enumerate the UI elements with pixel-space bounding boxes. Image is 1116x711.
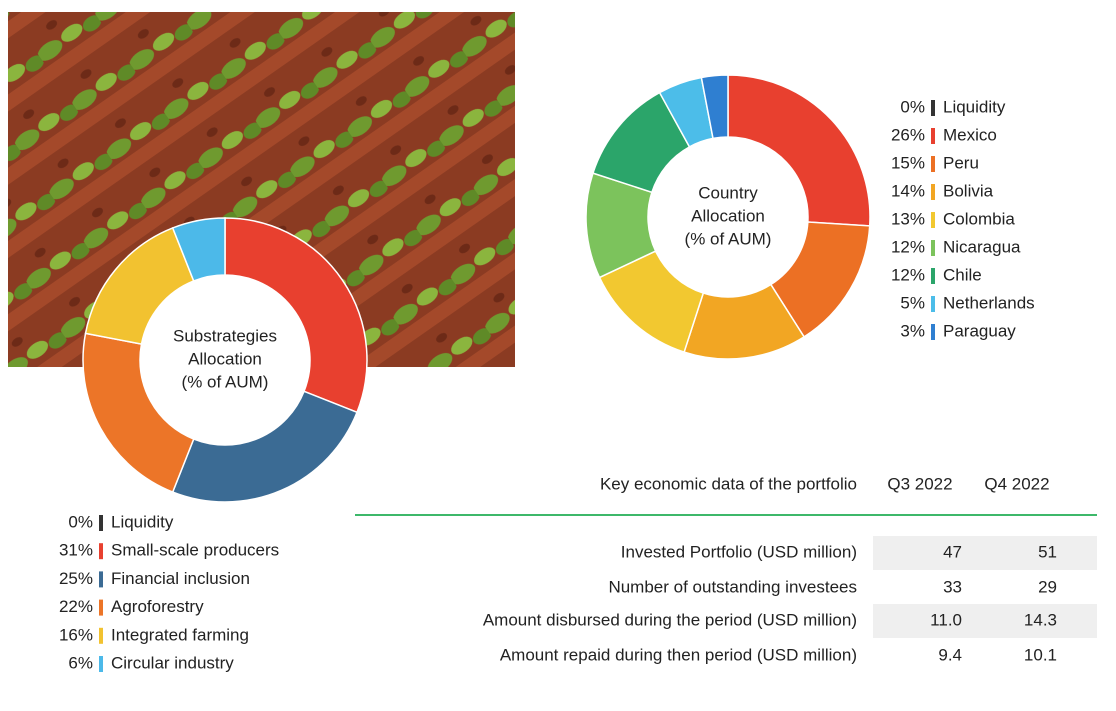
legend-swatch	[931, 128, 935, 144]
legend-swatch	[99, 543, 103, 560]
legend-label: Integrated farming	[111, 625, 249, 644]
legend-label: Mexico	[943, 125, 997, 144]
legend-swatch	[931, 324, 935, 340]
cell-value: 9.4	[938, 645, 962, 664]
legend-swatch	[931, 296, 935, 312]
cell-value: 11.0	[930, 610, 962, 629]
legend-label: Circular industry	[111, 653, 234, 672]
legend-swatch	[99, 627, 103, 644]
legend-label: Liquidity	[943, 97, 1006, 116]
row-shade	[873, 536, 1097, 570]
cell-value: 29	[1038, 577, 1057, 596]
legend-value: 0%	[900, 97, 925, 116]
legend-label: Paraguay	[943, 321, 1016, 340]
legend-value: 12%	[891, 265, 925, 284]
row-label: Invested Portfolio (USD million)	[621, 542, 857, 561]
legend-value: 16%	[59, 625, 93, 644]
chart-title: Allocation	[691, 206, 765, 225]
legend-swatch	[99, 656, 103, 672]
legend-value: 13%	[891, 209, 925, 228]
chart-title: Substrategies	[173, 326, 277, 345]
legend-swatch	[931, 100, 935, 116]
row-label: Amount disbursed during the period (USD …	[483, 610, 857, 629]
legend-value: 15%	[891, 153, 925, 172]
row-label: Number of outstanding investees	[608, 577, 857, 596]
chart-title: (% of AUM)	[685, 229, 772, 248]
legend-value: 12%	[891, 237, 925, 256]
legend-swatch	[99, 599, 103, 616]
legend-label: Nicaragua	[943, 237, 1021, 256]
legend-value: 5%	[900, 293, 925, 312]
table-header: Key economic data of the portfolio	[600, 474, 857, 493]
legend-swatch	[99, 571, 103, 588]
legend-swatch	[931, 268, 935, 284]
legend-label: Financial inclusion	[111, 569, 250, 588]
legend-value: 22%	[59, 597, 93, 616]
legend-label: Agroforestry	[111, 597, 204, 616]
table-header: Q3 2022	[887, 474, 952, 493]
legend-label: Liquidity	[111, 512, 174, 531]
cell-value: 33	[943, 577, 962, 596]
table-header: Q4 2022	[984, 474, 1049, 493]
legend-label: Netherlands	[943, 293, 1035, 312]
legend-label: Chile	[943, 265, 982, 284]
row-label: Amount repaid during then period (USD mi…	[500, 645, 857, 664]
cell-value: 51	[1038, 542, 1057, 561]
legend-swatch	[931, 240, 935, 256]
donut-hole	[140, 275, 310, 445]
cell-value: 14.3	[1024, 610, 1057, 629]
legend-value: 25%	[59, 569, 93, 588]
legend-value: 0%	[68, 512, 93, 531]
chart-title: Allocation	[188, 349, 262, 368]
legend-value: 14%	[891, 181, 925, 200]
legend-label: Peru	[943, 153, 979, 172]
row-shade	[873, 604, 1097, 638]
legend-label: Small-scale producers	[111, 541, 279, 560]
chart-title: (% of AUM)	[182, 372, 269, 391]
legend-swatch	[931, 156, 935, 172]
legend-value: 6%	[68, 653, 93, 672]
cell-value: 10.1	[1024, 645, 1057, 664]
legend-value: 3%	[900, 321, 925, 340]
donut-hole	[648, 137, 808, 297]
legend-label: Colombia	[943, 209, 1015, 228]
legend-value: 31%	[59, 541, 93, 560]
legend-swatch	[931, 184, 935, 200]
legend-swatch	[931, 212, 935, 228]
chart-title: Country	[698, 183, 758, 202]
legend-swatch	[99, 515, 103, 531]
cell-value: 47	[943, 542, 962, 561]
legend-label: Bolivia	[943, 181, 994, 200]
legend-value: 26%	[891, 125, 925, 144]
